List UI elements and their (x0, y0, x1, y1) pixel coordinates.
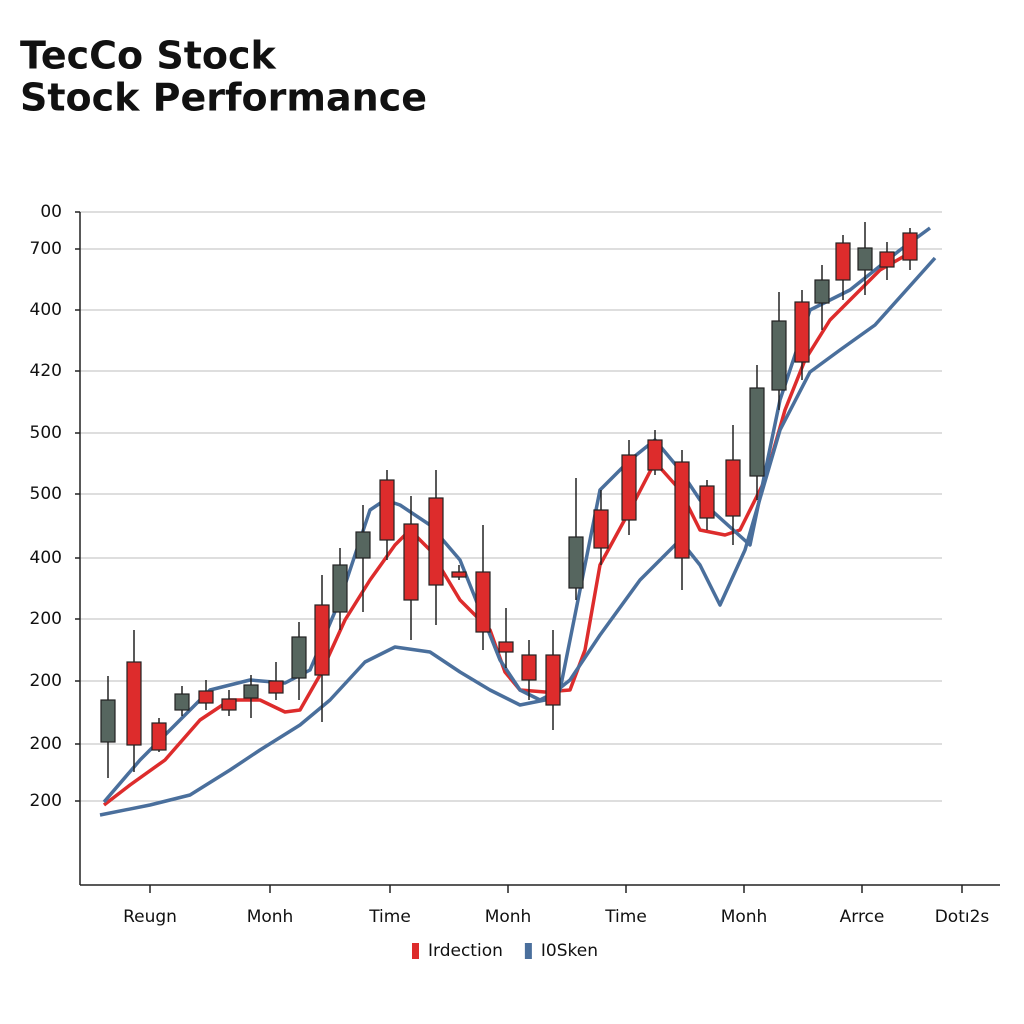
candle-body (221, 698, 237, 711)
y-tick-label: 400 (30, 300, 62, 320)
x-tick-label: Dotı2s (935, 907, 990, 927)
chart-title: Stock Performance (20, 76, 427, 120)
candle-body (126, 661, 142, 746)
line (99, 256, 937, 817)
y-tick-label: 200 (30, 609, 62, 629)
candle-body (749, 387, 765, 477)
candle-body (593, 509, 609, 549)
line (102, 248, 916, 807)
candle-body (403, 523, 419, 601)
candle-body (902, 232, 918, 261)
x-tick-label: Monh (721, 907, 768, 927)
candle-body (857, 247, 873, 271)
candle-body (243, 684, 259, 699)
y-tick-label: 00 (40, 202, 62, 222)
candle-body (451, 571, 467, 578)
candle-body (814, 279, 830, 304)
candle-body (428, 497, 444, 586)
candle-body (498, 641, 514, 653)
y-tick-label: 200 (30, 734, 62, 754)
candle-body (332, 564, 348, 613)
candle-body (725, 459, 741, 517)
candle-body (291, 636, 307, 679)
y-tick-label: 400 (30, 548, 62, 568)
legend-swatch (412, 943, 419, 959)
candle-body (314, 604, 330, 676)
candle-body (794, 301, 810, 363)
y-tick-label: 700 (30, 239, 62, 259)
candle-body (268, 680, 284, 694)
y-tick-label: 200 (30, 791, 62, 811)
candle-body (521, 654, 537, 681)
legend-label: I0Sken (541, 941, 598, 961)
candle-body (198, 690, 214, 704)
candle-body (151, 722, 167, 751)
y-tick-label: 420 (30, 361, 62, 381)
candle-body (568, 536, 584, 589)
candle-body (835, 242, 851, 281)
candle-body (174, 693, 190, 711)
candle-body (545, 654, 561, 706)
x-tick-label: Monh (247, 907, 294, 927)
candle-body (674, 461, 690, 559)
candle-body (879, 251, 895, 268)
y-tick-label: 500 (30, 423, 62, 443)
candle-body (647, 439, 663, 471)
candle-body (771, 320, 787, 391)
candle-body (699, 485, 715, 519)
legend-label: Irdection (428, 941, 503, 961)
x-tick-label: Arrce (840, 907, 885, 927)
x-tick-label: Time (368, 907, 411, 927)
x-tick-label: Monh (485, 907, 532, 927)
y-tick-label: 200 (30, 671, 62, 691)
legend-swatch (524, 943, 532, 959)
y-tick-label: 500 (30, 484, 62, 504)
candle-body (100, 699, 116, 743)
x-tick-label: Time (604, 907, 647, 927)
candle-body (379, 479, 395, 541)
candle-body (355, 531, 371, 559)
candle-body (621, 454, 637, 521)
candle-body (475, 571, 491, 633)
chart-title: TecCo Stock (20, 34, 277, 78)
x-tick-label: Reugn (123, 907, 177, 927)
